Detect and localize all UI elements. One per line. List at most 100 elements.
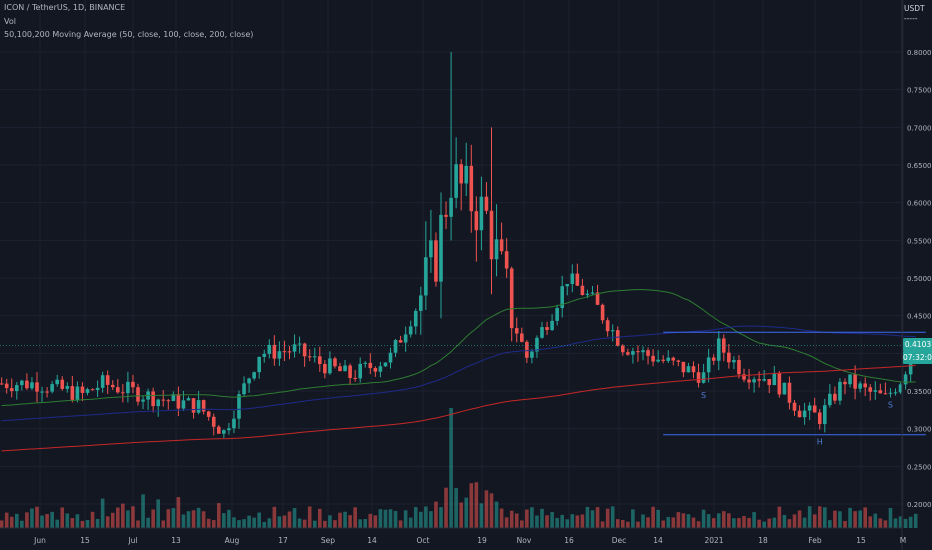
volume-bar — [348, 515, 352, 528]
candle-body — [782, 382, 787, 395]
candle-body — [105, 375, 110, 385]
volume-bar — [116, 507, 120, 528]
volume-bar — [171, 508, 176, 528]
price-tick-label: 0.2000 — [907, 501, 932, 509]
candle-body — [65, 386, 70, 389]
candle-body — [353, 377, 357, 379]
candle-body — [843, 381, 847, 385]
candle-body — [696, 372, 701, 383]
candle-body — [494, 239, 499, 260]
ma200-line — [1, 364, 916, 452]
volume-bar — [863, 507, 867, 528]
volume-bar — [888, 508, 893, 528]
candle-body — [873, 390, 878, 392]
price-tick-label: 0.7500 — [907, 87, 932, 95]
volume-bar — [535, 515, 539, 528]
symbol-title[interactable]: ICON / TetherUS, 1D, BINANCE — [4, 3, 126, 12]
volume-bar — [691, 517, 696, 528]
price-tick-label: 0.3000 — [907, 426, 932, 434]
candle-body — [701, 372, 706, 383]
candle-body — [489, 210, 494, 260]
volume-bar — [570, 514, 575, 528]
candle-body — [823, 405, 827, 425]
volume-bar — [282, 515, 287, 528]
volume-bar — [262, 521, 267, 528]
candle-body — [227, 428, 231, 431]
volume-bar — [560, 514, 564, 528]
volume-bar — [873, 513, 878, 528]
pattern-label: S — [701, 391, 706, 400]
candle-body — [141, 399, 145, 402]
volume-bar — [469, 483, 474, 528]
volume-bar — [201, 511, 206, 528]
volume-bar — [131, 506, 135, 528]
volume-bar — [464, 497, 469, 528]
volume-bar — [85, 520, 90, 528]
volume-bar — [0, 520, 4, 528]
candle-body — [252, 372, 256, 379]
volume-bar — [898, 516, 903, 528]
candle-body — [302, 343, 307, 357]
candle-body — [373, 368, 378, 372]
candle-body — [520, 333, 524, 342]
volume-bar — [545, 515, 549, 528]
volume-bar — [328, 515, 332, 528]
candle-body — [20, 380, 24, 386]
time-tick-label: Sep — [321, 536, 335, 545]
volume-bar — [257, 512, 261, 528]
time-tick-label: Jun — [33, 536, 46, 545]
volume-indicator-label[interactable]: Vol — [4, 17, 16, 26]
volume-bar — [757, 519, 761, 528]
candle-body — [504, 251, 509, 269]
time-tick-label: Oct — [417, 536, 430, 545]
moving-average-indicator-label[interactable]: 50,100,200 Moving Average (50, close, 10… — [4, 30, 254, 39]
candle-body — [393, 340, 398, 353]
volume-bar — [312, 520, 317, 528]
volume-bar — [358, 519, 362, 528]
volume-bar — [363, 519, 368, 528]
candle-body — [868, 387, 873, 392]
volume-bar — [484, 490, 489, 528]
candle-body — [742, 374, 746, 380]
candle-body — [636, 351, 640, 353]
candle-body — [555, 308, 559, 321]
volume-bar — [318, 508, 322, 528]
volume-bar — [812, 514, 817, 528]
volume-bar — [711, 518, 716, 528]
volume-bar — [853, 511, 857, 528]
candle-body — [257, 356, 261, 373]
volume-bar — [191, 510, 196, 528]
volume-bar — [823, 507, 827, 528]
candle-body — [666, 357, 671, 361]
volume-bar — [252, 517, 256, 528]
candle-body — [514, 328, 519, 334]
time-tick-label: 19 — [477, 536, 487, 545]
candle-body — [499, 239, 504, 252]
candle-body — [297, 343, 302, 345]
volume-bar — [110, 512, 115, 528]
pattern-label: H — [817, 437, 823, 446]
candle-body — [711, 357, 716, 361]
candle-body — [767, 379, 772, 386]
candle-body — [247, 378, 251, 384]
volume-bar — [206, 518, 211, 528]
candle-body — [15, 385, 19, 392]
candle-body — [121, 392, 125, 394]
volume-bar — [883, 520, 888, 528]
volume-bar — [565, 519, 570, 528]
candle-body — [30, 382, 34, 389]
volume-bar — [454, 488, 458, 528]
candle-body — [211, 416, 216, 427]
volume-bar — [626, 521, 630, 528]
time-tick-label: Feb — [808, 536, 822, 545]
volume-bar — [590, 510, 595, 528]
candle-body — [817, 412, 822, 425]
candle-body — [626, 352, 630, 355]
time-tick-label: Dec — [612, 536, 627, 545]
volume-bar — [494, 501, 499, 528]
candle-body — [797, 410, 802, 418]
candle-body — [262, 353, 267, 357]
volume-bar — [429, 511, 433, 528]
candle-body — [60, 379, 65, 389]
